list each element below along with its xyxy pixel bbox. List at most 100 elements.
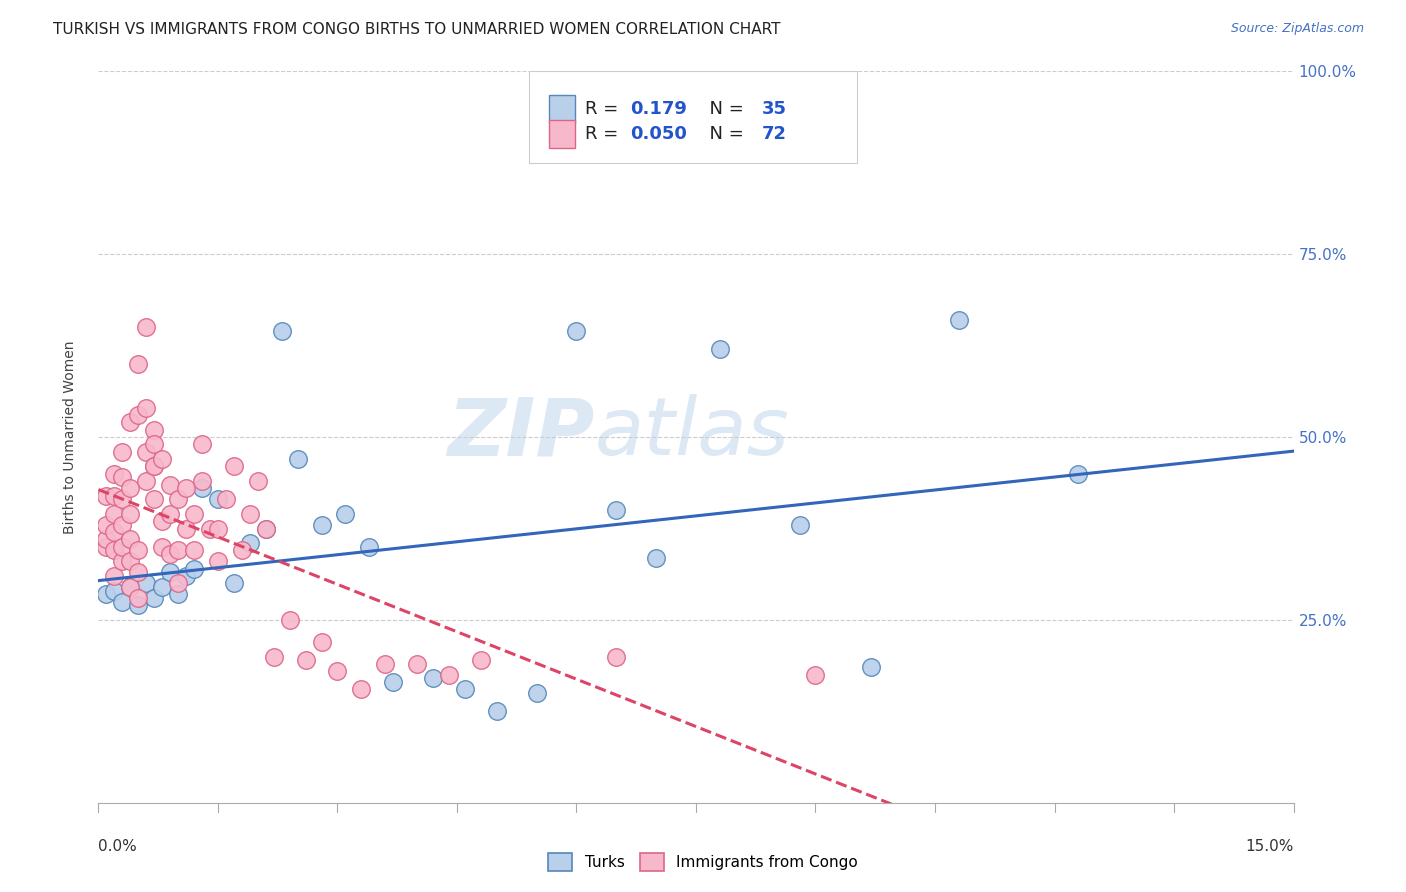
Point: [605, 503, 627, 517]
Point: [120, 481, 142, 495]
Text: 0.179: 0.179: [630, 100, 688, 118]
Point: [159, 566, 181, 580]
Point: [120, 580, 142, 594]
Point: [167, 587, 190, 601]
Point: [143, 591, 166, 605]
Point: [127, 408, 149, 422]
Point: [111, 444, 134, 458]
Point: [111, 554, 134, 568]
Point: [127, 566, 149, 580]
Point: [127, 591, 149, 605]
Point: [374, 657, 396, 671]
Point: [270, 324, 292, 338]
Point: [605, 649, 627, 664]
Point: [127, 357, 149, 371]
Text: R =: R =: [585, 125, 624, 144]
Text: 15.0%: 15.0%: [1246, 839, 1294, 855]
Point: [127, 543, 149, 558]
Point: [103, 525, 125, 540]
Point: [254, 521, 277, 535]
Point: [120, 580, 142, 594]
Point: [135, 474, 157, 488]
Point: [804, 667, 827, 681]
Point: [406, 657, 429, 671]
Legend: Turks, Immigrants from Congo: Turks, Immigrants from Congo: [541, 847, 865, 877]
Point: [359, 540, 381, 554]
Point: [167, 576, 190, 591]
Point: [143, 459, 166, 474]
Point: [143, 492, 166, 507]
Point: [526, 686, 548, 700]
Point: [150, 514, 173, 528]
Point: [143, 423, 166, 437]
Text: N =: N =: [699, 100, 749, 118]
Point: [191, 481, 214, 495]
Point: [96, 533, 118, 547]
Point: [437, 667, 460, 681]
FancyBboxPatch shape: [548, 120, 575, 148]
Point: [111, 492, 134, 507]
Text: 35: 35: [762, 100, 787, 118]
Point: [150, 580, 173, 594]
Point: [335, 507, 357, 521]
Point: [1067, 467, 1090, 481]
Text: TURKISH VS IMMIGRANTS FROM CONGO BIRTHS TO UNMARRIED WOMEN CORRELATION CHART: TURKISH VS IMMIGRANTS FROM CONGO BIRTHS …: [53, 22, 780, 37]
Point: [103, 489, 125, 503]
Point: [239, 507, 262, 521]
Point: [311, 635, 333, 649]
Point: [167, 543, 190, 558]
Point: [231, 543, 253, 558]
Point: [120, 507, 142, 521]
Point: [246, 474, 269, 488]
Point: [127, 599, 149, 613]
Point: [294, 653, 316, 667]
Y-axis label: Births to Unmarried Women: Births to Unmarried Women: [63, 341, 77, 533]
Point: [198, 521, 221, 535]
Point: [311, 517, 333, 532]
Point: [287, 452, 309, 467]
Point: [120, 533, 142, 547]
Point: [350, 682, 373, 697]
Point: [191, 474, 214, 488]
Point: [174, 521, 197, 535]
Text: 72: 72: [762, 125, 787, 144]
Point: [143, 437, 166, 451]
Point: [207, 554, 229, 568]
Text: 0.0%: 0.0%: [98, 839, 138, 855]
Point: [143, 459, 166, 474]
Point: [96, 587, 118, 601]
Point: [103, 543, 125, 558]
Point: [485, 705, 508, 719]
Point: [103, 467, 125, 481]
Text: R =: R =: [585, 100, 624, 118]
Point: [183, 543, 205, 558]
Point: [159, 547, 181, 561]
Point: [860, 660, 883, 674]
Point: [103, 569, 125, 583]
Point: [96, 489, 118, 503]
Point: [948, 313, 970, 327]
Text: ZIP: ZIP: [447, 394, 595, 473]
Point: [207, 492, 229, 507]
Point: [96, 540, 118, 554]
Point: [135, 444, 157, 458]
Point: [120, 416, 142, 430]
Point: [470, 653, 492, 667]
Point: [111, 540, 134, 554]
Point: [454, 682, 477, 697]
FancyBboxPatch shape: [548, 95, 575, 122]
Text: Source: ZipAtlas.com: Source: ZipAtlas.com: [1230, 22, 1364, 36]
Point: [135, 320, 157, 334]
Point: [222, 459, 245, 474]
Point: [709, 343, 731, 357]
Point: [215, 492, 238, 507]
Point: [183, 562, 205, 576]
Point: [789, 517, 811, 532]
Point: [382, 675, 405, 690]
Point: [111, 470, 134, 484]
Text: atlas: atlas: [595, 394, 789, 473]
Point: [96, 517, 118, 532]
Point: [326, 664, 349, 678]
Point: [174, 569, 197, 583]
Point: [120, 554, 142, 568]
